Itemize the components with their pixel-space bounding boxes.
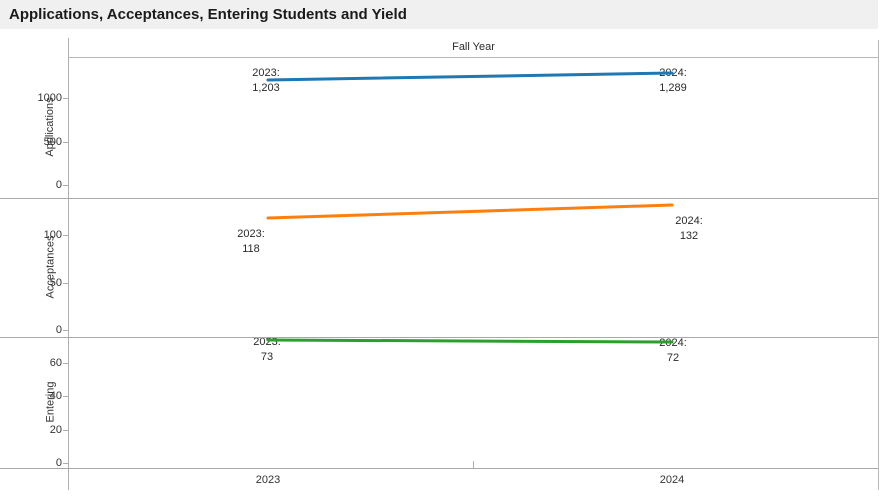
ytick-entering-40: 40 [49, 390, 62, 402]
ytick-acceptances-100: 100 [43, 229, 62, 241]
annotation-value: 73 [260, 351, 274, 363]
ytick-entering-20: 20 [49, 424, 62, 436]
annotation-acceptances-2024: 2024: 132 [658, 214, 720, 244]
annotation-value: 132 [679, 230, 699, 242]
ytick-applications-0: 0 [55, 179, 62, 191]
ytick-applications-500: 500 [43, 136, 62, 148]
ytick-acceptances-50: 50 [49, 277, 62, 289]
ytick-acceptances-0: 0 [55, 324, 62, 336]
annotation-year: 2024: [675, 215, 703, 227]
annotation-value: 1,203 [252, 82, 280, 94]
sheet-title-bar: Applications, Acceptances, Entering Stud… [0, 0, 878, 29]
row-label-applications: Applications [44, 97, 56, 157]
ytick-entering-60: 60 [49, 357, 62, 369]
row-label-acceptances: Acceptances [44, 235, 57, 299]
annotation-value: 72 [666, 352, 680, 364]
xtick-2023: 2023 [255, 474, 281, 486]
annotation-year: 2023: [253, 336, 281, 348]
annotation-value: 118 [242, 243, 260, 255]
applications-line-mark[interactable] [266, 71, 674, 82]
ytick-applications-1000: 1000 [37, 92, 62, 104]
annotation-applications-2023: 2023: 1,203 [235, 66, 297, 96]
y-axis-tick-marks [63, 98, 68, 464]
entering-line-mark[interactable] [266, 338, 674, 344]
xtick-2024: 2024 [659, 474, 685, 486]
annotation-year: 2024: [642, 336, 704, 351]
annotation-value: 1,289 [659, 82, 687, 94]
sheet-title: Applications, Acceptances, Entering Stud… [9, 6, 407, 23]
annotation-applications-2024: 2024: 1,289 [642, 66, 704, 96]
column-field-label: Fall Year [452, 41, 495, 53]
ytick-entering-0: 0 [55, 457, 62, 469]
annotation-acceptances-2023: 2023: 118 [220, 227, 282, 257]
annotation-year: 2023: [237, 228, 265, 240]
acceptances-line-mark[interactable] [266, 203, 674, 220]
annotation-year: 2023: [252, 67, 280, 79]
